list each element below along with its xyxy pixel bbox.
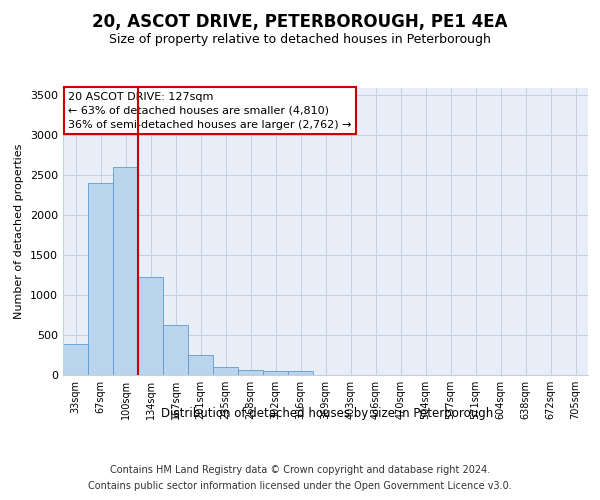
Text: Size of property relative to detached houses in Peterborough: Size of property relative to detached ho… xyxy=(109,32,491,46)
Bar xyxy=(88,184,113,375)
Bar xyxy=(288,372,313,375)
Bar xyxy=(163,324,188,375)
Bar xyxy=(263,370,288,375)
Text: 20 ASCOT DRIVE: 127sqm
← 63% of detached houses are smaller (4,810)
36% of semi-: 20 ASCOT DRIVE: 127sqm ← 63% of detached… xyxy=(68,92,352,130)
Text: Contains public sector information licensed under the Open Government Licence v3: Contains public sector information licen… xyxy=(88,481,512,491)
Bar xyxy=(138,277,163,375)
Bar xyxy=(63,344,88,375)
Text: 20, ASCOT DRIVE, PETERBOROUGH, PE1 4EA: 20, ASCOT DRIVE, PETERBOROUGH, PE1 4EA xyxy=(92,12,508,30)
Bar xyxy=(188,355,213,375)
Y-axis label: Number of detached properties: Number of detached properties xyxy=(14,144,25,319)
Text: Contains HM Land Registry data © Crown copyright and database right 2024.: Contains HM Land Registry data © Crown c… xyxy=(110,465,490,475)
Bar xyxy=(213,367,238,375)
Bar xyxy=(238,370,263,375)
Bar xyxy=(113,168,138,375)
Text: Distribution of detached houses by size in Peterborough: Distribution of detached houses by size … xyxy=(161,408,493,420)
